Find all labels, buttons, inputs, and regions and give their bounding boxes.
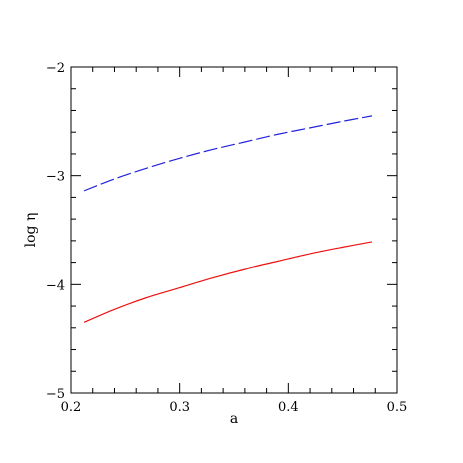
series-group xyxy=(83,115,373,323)
x-tick-labels: 0.2 0.3 0.4 0.5 xyxy=(61,400,408,415)
series-dashed-line xyxy=(83,115,373,192)
x-axis-label: a xyxy=(230,411,238,427)
y-axis-label: log η xyxy=(23,213,39,248)
series-solid-line xyxy=(83,241,373,323)
x-tick-label: 0.3 xyxy=(169,400,190,415)
y-tick-labels: −5 −4 −3 −2 xyxy=(46,61,65,402)
y-tick-label: −2 xyxy=(46,61,65,76)
y-tick-label: −5 xyxy=(46,387,65,402)
plot-frame xyxy=(70,66,398,394)
y-tick-label: −3 xyxy=(46,170,65,185)
x-tick-label: 0.5 xyxy=(387,400,408,415)
x-tick-label: 0.2 xyxy=(61,400,82,415)
y-tick-label: −4 xyxy=(46,278,65,293)
x-tick-label: 0.4 xyxy=(278,400,299,415)
ticks xyxy=(70,66,398,394)
